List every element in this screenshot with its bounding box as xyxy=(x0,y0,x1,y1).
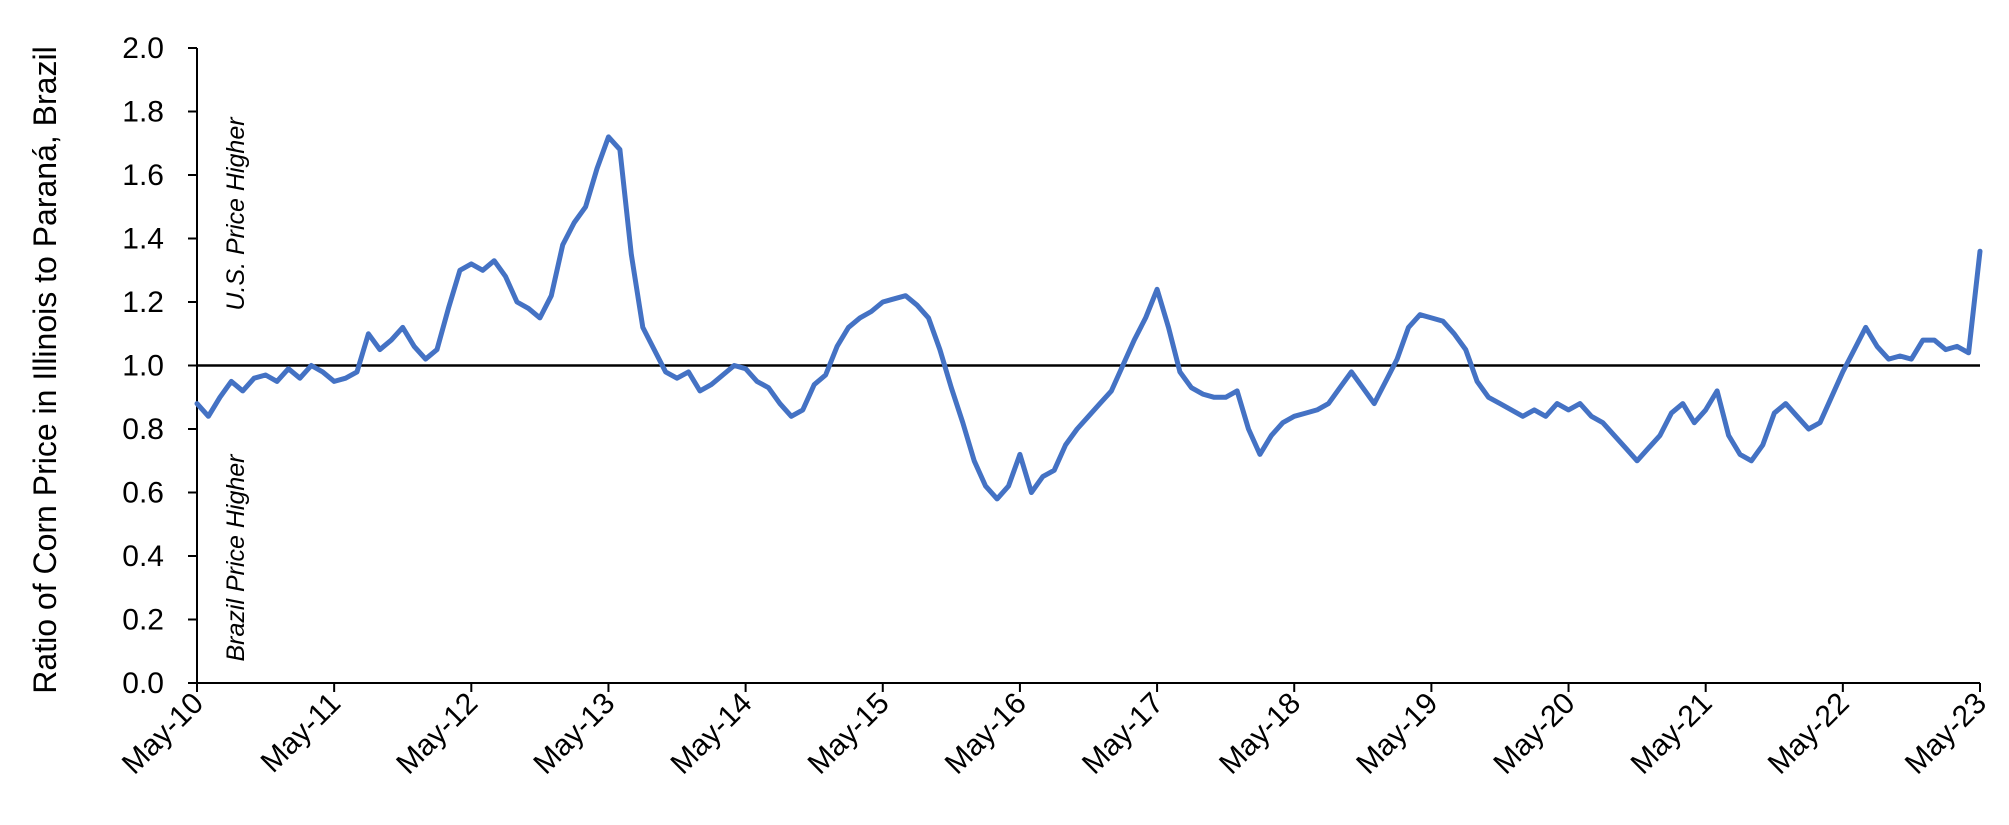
y-tick-label: 1.8 xyxy=(122,96,164,129)
x-tick-label: May-23 xyxy=(1899,687,1993,781)
y-tick-label: 0.2 xyxy=(122,604,164,637)
y-tick-label: 0.0 xyxy=(122,667,164,700)
x-tick-label: May-12 xyxy=(390,687,484,781)
x-tick-label: May-17 xyxy=(1076,687,1170,781)
y-tick-label: 0.6 xyxy=(122,477,164,510)
x-axis: May-10 May-11 May-12 May-13 May-14 May-15 May-… xyxy=(116,682,1993,781)
x-tick-label: May-20 xyxy=(1487,687,1581,781)
x-tick-label: May-10 xyxy=(116,687,210,781)
y-tick-label: 1.4 xyxy=(122,223,164,256)
x-tick-label: May-22 xyxy=(1762,687,1856,781)
y-tick-label: 2.0 xyxy=(122,32,164,65)
x-tick-label: May-13 xyxy=(527,687,621,781)
annotation-brazil-price-higher: Brazil Price Higher xyxy=(222,453,250,662)
x-tick-label: May-15 xyxy=(802,687,896,781)
y-tick-label: 1.6 xyxy=(122,159,164,192)
y-tick-label: 0.4 xyxy=(122,540,164,573)
x-tick-label: May-14 xyxy=(664,687,758,781)
annotation-us-price-higher: U.S. Price Higher xyxy=(222,116,250,311)
series-line xyxy=(194,134,1983,502)
y-axis-title: Ratio of Corn Price in Illinois to Paran… xyxy=(27,46,63,693)
x-tick-label: May-11 xyxy=(255,687,347,779)
x-tick-label: May-19 xyxy=(1350,687,1444,781)
x-tick-label: May-18 xyxy=(1213,687,1307,781)
x-tick-label: May-21 xyxy=(1625,687,1719,781)
x-tick-label: May-16 xyxy=(939,687,1033,781)
y-axis: 0.0 0.2 0.4 0.6 0.8 1.0 1.2 1.4 1.6 1.8 2.0 xyxy=(122,32,198,700)
y-tick-label: 0.8 xyxy=(122,413,164,446)
y-tick-label: 1.0 xyxy=(122,350,164,383)
y-tick-label: 1.2 xyxy=(122,286,164,319)
